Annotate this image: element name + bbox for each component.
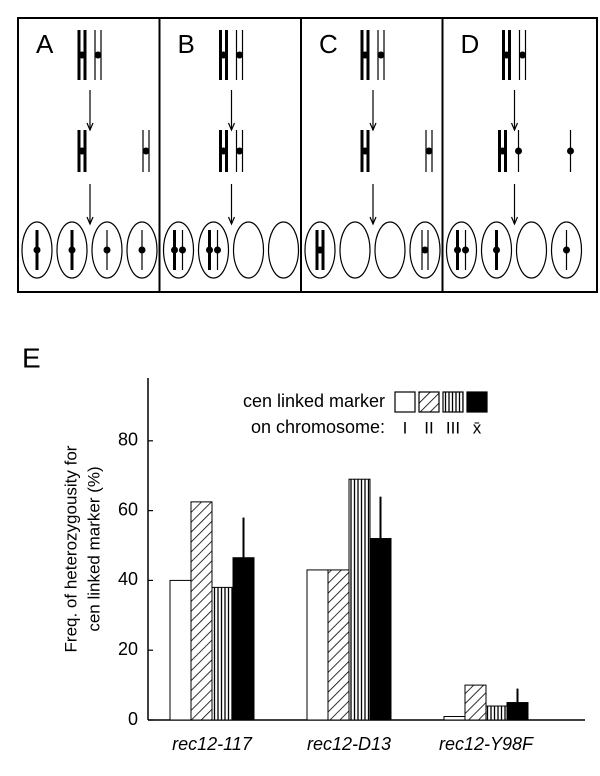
panel-label: E [22,342,41,373]
spore [339,221,371,279]
legend-title: cen linked marker [243,391,385,411]
bar [348,478,371,721]
spore [515,221,548,279]
centromere [214,246,221,254]
centromere [567,147,574,155]
centromere [236,51,243,59]
spore [480,221,513,279]
centromere [33,246,41,254]
bar [506,702,529,721]
spore [162,221,195,279]
centromere [171,246,178,254]
spore [56,221,88,279]
arrow-head [227,122,236,132]
legend-title: on chromosome: [251,417,385,437]
spore [91,221,123,279]
centromere [138,246,146,254]
centromere [142,147,150,155]
centromere [220,147,227,155]
bar [327,569,350,721]
bar [369,538,392,721]
legend-label: III [446,418,460,437]
spore [374,221,406,279]
x-tick-label: rec12-D13 [307,734,391,754]
centromere [503,51,510,59]
legend-swatch [418,391,440,413]
legend-label: x̄ [473,418,482,437]
centromere [563,246,570,254]
arrow-head [227,216,236,226]
centromere [94,51,102,59]
bar [211,586,234,721]
spore [232,221,265,279]
arrow-head [86,216,94,226]
bar [443,716,466,721]
bar [485,705,508,721]
y-tick-label: 0 [128,709,138,729]
centromere [220,51,227,59]
bar [464,684,487,721]
bar [190,501,213,721]
x-tick-label: rec12-Y98F [439,734,534,754]
spore [304,221,336,279]
arrow-head [86,122,94,132]
centromere [78,51,86,59]
centromere [361,147,369,155]
x-tick-label: rec12-117 [172,734,253,754]
centromere [454,246,461,254]
bar [306,569,329,721]
centromere [206,246,213,254]
centromere [377,51,385,59]
spore [126,221,158,279]
centromere [425,147,433,155]
legend-label: I [403,418,408,437]
centromere [103,246,111,254]
y-tick-label: 60 [118,499,138,519]
y-tick-label: 20 [118,639,138,659]
centromere [68,246,76,254]
spore [409,221,441,279]
centromere [421,246,429,254]
spore [267,221,300,279]
centromere [179,246,186,254]
legend-label: II [424,418,433,437]
panel-frame [17,17,598,293]
spore [21,221,53,279]
y-tick-label: 80 [118,430,138,450]
legend-swatch [442,391,464,413]
legend-swatch [466,391,488,413]
spore [445,221,478,279]
centromere [462,246,469,254]
centromere [78,147,86,155]
centromere [519,51,526,59]
centromere [493,246,500,254]
centromere [236,147,243,155]
y-tick-label: 40 [118,569,138,589]
panel-label: C [319,29,338,59]
y-axis-label: cen linked marker (%) [84,466,103,631]
arrow-head [369,216,377,226]
y-axis-label: Freq. of heterozygousity for [61,445,80,652]
bar [169,579,192,721]
bar [232,557,255,721]
panel-label: A [36,29,54,59]
arrow-head [510,216,519,226]
spore [197,221,230,279]
centromere [361,51,369,59]
centromere [316,246,324,254]
arrow-head [510,122,519,132]
panel-label: D [461,29,480,59]
panel-label: B [178,29,195,59]
centromere [515,147,522,155]
legend-swatch [394,391,416,413]
centromere [499,147,506,155]
spore [550,221,583,279]
arrow-head [369,122,377,132]
